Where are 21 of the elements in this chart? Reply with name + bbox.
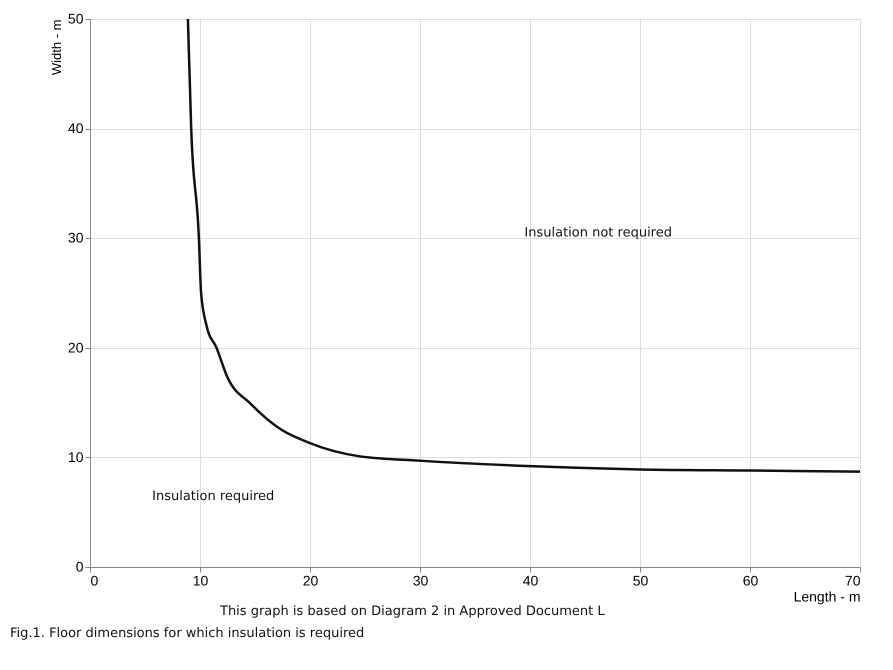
x-tick-label: 10 [192,572,208,588]
x-tick-label: 60 [742,572,758,588]
text: This graph is based on Diagram 2 in Approved Document L [219,604,606,619]
x-tick-label: 30 [412,572,428,588]
y-tick-label: 30 [68,230,84,246]
y-axis-title: Width - m [48,20,64,76]
annotation: Insulation required [152,488,274,504]
x-tick-label: 20 [302,572,318,588]
x-tick-label: 0 [90,572,98,588]
y-tick-label: 10 [68,448,84,465]
x-tick-label: 70 [844,572,861,588]
x-tick-label: 40 [522,572,538,588]
y-tick-label: 0 [76,558,84,574]
annotation: Insulation not required [524,226,672,241]
y-tick-label: 20 [68,339,84,356]
caption: Fig.1. Floor dimensions for which insulation is required [10,626,364,641]
y-tick-label: 50 [68,10,84,26]
y-tick-label: 40 [68,120,84,136]
line-series [186,18,862,473]
x-tick-label: 50 [632,572,648,588]
x-axis-title: Length - m [794,588,860,604]
